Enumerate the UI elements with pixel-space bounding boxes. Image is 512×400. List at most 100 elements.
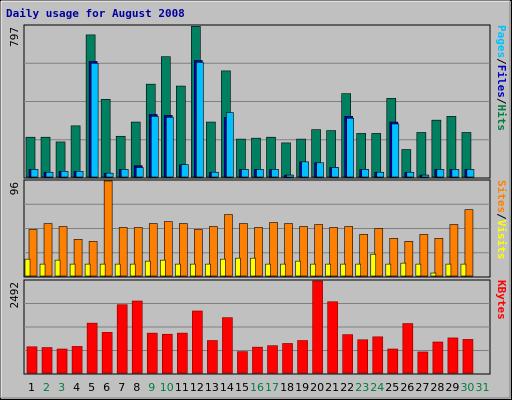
bar-sites: [254, 227, 263, 277]
bar-visits: [54, 259, 61, 277]
bar-pages: [256, 169, 264, 178]
axis-label-separator: /: [495, 213, 508, 220]
bar-pages: [376, 171, 385, 178]
bar-kbytes: [432, 341, 444, 374]
x-tick-label: 24: [370, 381, 384, 394]
bar-visits: [340, 263, 346, 277]
x-tick-label: 12: [190, 381, 204, 394]
bar-sites: [73, 239, 83, 277]
bar-sites: [88, 241, 98, 277]
bar-visits: [24, 258, 31, 277]
bar-visits: [310, 263, 316, 277]
bar-sites: [163, 221, 173, 277]
bar-pages: [105, 172, 114, 178]
bar-pages: [421, 174, 430, 178]
x-tick-label: 4: [73, 381, 80, 394]
bar-pages: [391, 123, 400, 178]
bar-pages: [181, 164, 189, 178]
bar-pages: [301, 161, 309, 178]
bar-visits: [114, 263, 121, 277]
x-tick-label: 13: [205, 381, 219, 394]
chart-title: Daily usage for August 2008: [6, 7, 185, 20]
bar-kbytes: [116, 304, 128, 374]
bar-sites: [464, 209, 474, 277]
bar-visits: [415, 263, 422, 277]
bar-kbytes: [417, 351, 429, 374]
bar-visits: [190, 263, 196, 277]
bar-pages: [211, 171, 219, 178]
bar-pages: [346, 117, 354, 178]
bar-kbytes: [131, 300, 143, 374]
bar-hits: [40, 136, 51, 178]
bar-visits: [39, 263, 46, 277]
bar-sites: [194, 229, 203, 277]
x-tick-label: 30: [460, 381, 474, 394]
bar-pages: [165, 117, 174, 178]
bar-kbytes: [462, 339, 474, 374]
x-tick-label: 14: [220, 381, 234, 394]
series-axis-label: Sites/Visits: [495, 180, 508, 260]
bar-hits: [70, 125, 81, 178]
x-tick-label: 15: [235, 381, 249, 394]
bar-visits: [295, 260, 301, 277]
series-axis-label: KBytes: [495, 280, 508, 320]
x-tick-label: 11: [175, 381, 189, 394]
bar-pages: [436, 169, 445, 178]
bar-kbytes: [207, 340, 218, 374]
bar-kbytes: [26, 346, 38, 374]
y-max-label: 96: [8, 182, 21, 195]
axis-label-pages: Pages: [495, 25, 508, 58]
bar-visits: [325, 263, 331, 277]
x-tick-label: 19: [295, 381, 309, 394]
bar-pages: [60, 171, 69, 178]
y-max-label: 797: [8, 27, 21, 47]
x-axis: 1 2 3 4 5 6 7 8 9 10 11 12 13 14 15 16 17 18 19 20 21 22 23 24 2…: [28, 381, 489, 394]
bar-kbytes: [297, 340, 308, 374]
bar-sites: [434, 238, 444, 277]
bar-sites: [28, 229, 38, 277]
hits-panel: 797 Pages/Files/Hits: [8, 24, 508, 179]
bar-sites: [359, 234, 369, 277]
bar-sites: [43, 223, 53, 277]
axis-label-separator: /: [495, 58, 508, 65]
axis-label-sites: Sites: [495, 180, 508, 213]
bar-kbytes: [237, 351, 248, 374]
bar-visits: [69, 263, 76, 277]
bar-pages: [316, 162, 324, 178]
bar-pages: [150, 116, 159, 178]
bar-kbytes: [101, 332, 113, 374]
x-tick-label: 20: [310, 381, 324, 394]
bar-kbytes: [222, 317, 233, 374]
bar-kbytes: [56, 348, 68, 374]
bar-pages: [361, 169, 370, 178]
bar-pages: [135, 167, 144, 178]
series-axis-label: Pages/Files/Hits: [495, 25, 508, 131]
x-tick-label: 17: [265, 381, 279, 394]
bar-sites: [148, 223, 158, 277]
bar-pages: [286, 174, 294, 178]
bar-pages: [30, 169, 39, 178]
bar-kbytes: [71, 346, 83, 374]
bar-hits: [176, 85, 186, 178]
x-tick-label: 27: [415, 381, 429, 394]
x-tick-label: 8: [133, 381, 140, 394]
bar-visits: [445, 263, 452, 277]
bar-kbytes: [41, 347, 53, 374]
bar-hits: [431, 119, 442, 178]
bar-kbytes: [161, 333, 173, 374]
x-tick-label: 10: [160, 381, 174, 394]
x-tick-label: 16: [250, 381, 264, 394]
bar-visits: [430, 272, 437, 277]
bar-pages: [331, 167, 339, 178]
x-tick-label: 1: [28, 381, 35, 394]
bar-visits: [159, 259, 166, 277]
bar-sites: [299, 226, 308, 277]
bar-sites: [329, 227, 338, 277]
x-tick-label: 5: [88, 381, 95, 394]
bar-visits: [265, 263, 271, 277]
bar-kbytes: [146, 332, 158, 374]
x-tick-label: 9: [148, 381, 155, 394]
bar-visits: [205, 263, 211, 277]
